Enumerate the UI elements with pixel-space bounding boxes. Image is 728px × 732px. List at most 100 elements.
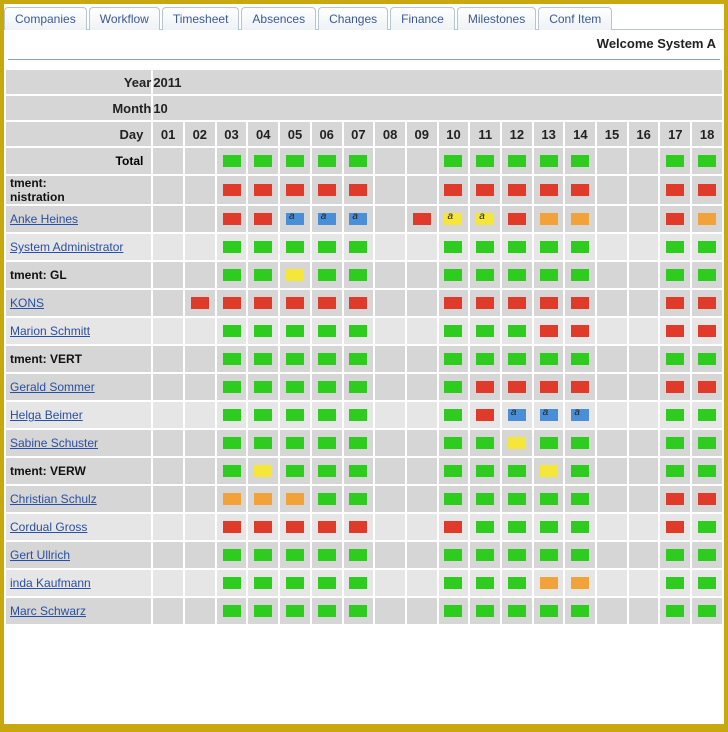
user-link[interactable]: Sabine Schuster [10,436,98,450]
day-cell [628,373,660,401]
day-cell [628,401,660,429]
day-cell [311,261,343,289]
divider [8,59,720,60]
tab-milestones[interactable]: Milestones [457,7,536,30]
day-cell [659,345,691,373]
day-cell [691,597,723,625]
user-link[interactable]: System Administrator [10,240,123,254]
row-name[interactable]: Cordual Gross [5,513,152,541]
row-name[interactable]: Marion Schmitt [5,317,152,345]
status-box [254,241,272,253]
day-cell [247,485,279,513]
user-row: System Administrator [5,233,723,261]
status-box [508,297,526,309]
tab-link[interactable]: Timesheet [173,12,229,26]
status-box [254,437,272,449]
tab-absences[interactable]: Absences [241,7,316,30]
status-box [254,381,272,393]
day-cell [691,485,723,513]
row-name[interactable]: Anke Heines [5,205,152,233]
day-cell [374,147,406,175]
user-link[interactable]: Anke Heines [10,212,78,226]
status-box: a [286,213,304,225]
status-box [318,493,336,505]
status-box [540,297,558,309]
status-box [223,409,241,421]
status-box [286,381,304,393]
status-box [540,353,558,365]
status-box [318,409,336,421]
day-cell [216,457,248,485]
row-name[interactable]: KONS [5,289,152,317]
day-cell [311,345,343,373]
tab-link[interactable]: Changes [329,12,377,26]
row-name[interactable]: Christian Schulz [5,485,152,513]
user-row: inda Kaufmann [5,569,723,597]
row-name[interactable]: Marc Schwarz [5,597,152,625]
day-cell [501,175,533,205]
user-link[interactable]: Gert Ullrich [10,548,70,562]
day-cell [184,513,216,541]
status-box [666,241,684,253]
tab-timesheet[interactable]: Timesheet [162,7,240,30]
user-link[interactable]: inda Kaufmann [10,576,91,590]
row-name[interactable]: System Administrator [5,233,152,261]
day-cell [659,513,691,541]
day-cell [311,513,343,541]
status-box [666,381,684,393]
status-box: a [571,409,589,421]
row-name[interactable]: Sabine Schuster [5,429,152,457]
day-cell [533,597,565,625]
day-cell [628,485,660,513]
day-cell [659,289,691,317]
tab-workflow[interactable]: Workflow [89,7,160,30]
row-name[interactable]: Helga Beimer [5,401,152,429]
user-row: Marion Schmitt [5,317,723,345]
day-cell [279,485,311,513]
tab-link[interactable]: Workflow [100,12,149,26]
day-cell [628,597,660,625]
user-link[interactable]: Marc Schwarz [10,604,86,618]
status-box [698,325,716,337]
day-label: Day [5,121,152,147]
user-link[interactable]: Marion Schmitt [10,324,90,338]
status-box [476,409,494,421]
day-cell [659,147,691,175]
tab-link[interactable]: Conf Item [549,12,601,26]
day-cell [564,429,596,457]
tab-link[interactable]: Milestones [468,12,525,26]
user-link[interactable]: KONS [10,296,44,310]
user-link[interactable]: Helga Beimer [10,408,83,422]
day-cell [343,147,375,175]
day-cell [533,317,565,345]
day-cell [469,401,501,429]
tab-finance[interactable]: Finance [390,7,455,30]
day-cell [343,457,375,485]
day-cell [406,541,438,569]
day-cell [343,513,375,541]
tab-companies[interactable]: Companies [4,7,87,30]
day-cell [596,457,628,485]
tab-link[interactable]: Companies [15,12,76,26]
user-link[interactable]: Christian Schulz [10,492,97,506]
day-cell [311,541,343,569]
day-cell [691,233,723,261]
user-link[interactable]: Cordual Gross [10,520,87,534]
user-row: Marc Schwarz [5,597,723,625]
status-box [476,549,494,561]
tab-conf-item[interactable]: Conf Item [538,7,612,30]
user-link[interactable]: Gerald Sommer [10,380,95,394]
day-cell [564,457,596,485]
status-box [698,184,716,196]
status-box [508,437,526,449]
tab-link[interactable]: Absences [252,12,305,26]
row-name[interactable]: Gerald Sommer [5,373,152,401]
day-cell [152,429,184,457]
row-name[interactable]: Gert Ullrich [5,541,152,569]
tab-changes[interactable]: Changes [318,7,388,30]
day-cell [152,345,184,373]
day-cell [152,289,184,317]
row-name[interactable]: inda Kaufmann [5,569,152,597]
day-cell [469,317,501,345]
tab-link[interactable]: Finance [401,12,444,26]
